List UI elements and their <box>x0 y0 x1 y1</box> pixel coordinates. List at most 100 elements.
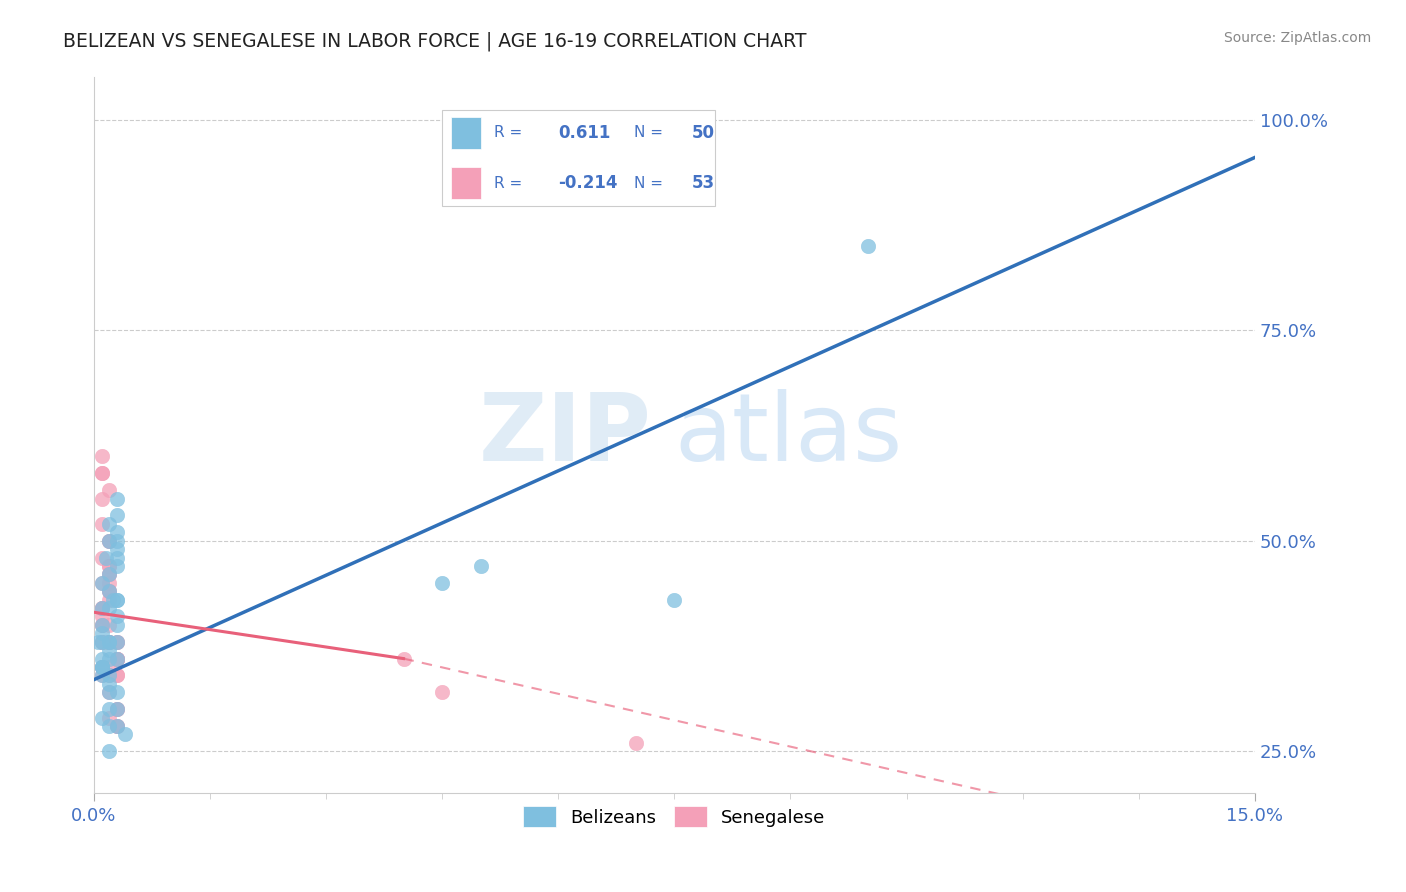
Point <box>90 634 112 648</box>
Point <box>105 719 128 733</box>
Point <box>98 710 121 724</box>
Point <box>98 668 121 682</box>
Point <box>105 558 128 573</box>
Point <box>114 727 136 741</box>
Point <box>90 601 112 615</box>
Bar <box>451 117 481 149</box>
Point <box>105 618 128 632</box>
Text: R =: R = <box>495 126 523 140</box>
Point <box>90 450 112 464</box>
Point <box>105 702 128 716</box>
Point <box>432 575 454 590</box>
Text: atlas: atlas <box>675 390 903 482</box>
Point <box>98 567 121 582</box>
Point <box>432 685 454 699</box>
Text: 50: 50 <box>692 124 714 142</box>
Point <box>98 634 121 648</box>
FancyBboxPatch shape <box>443 110 716 206</box>
Point <box>98 592 121 607</box>
Point <box>98 668 121 682</box>
Point <box>98 584 121 599</box>
Point <box>105 508 128 523</box>
Point <box>98 660 121 674</box>
Point <box>90 467 112 481</box>
Point <box>105 702 128 716</box>
Point <box>98 558 121 573</box>
Point <box>105 651 128 665</box>
Point <box>105 542 128 557</box>
Legend: Belizeans, Senegalese: Belizeans, Senegalese <box>516 799 832 834</box>
Point <box>90 710 112 724</box>
Point <box>90 609 112 624</box>
Point <box>98 719 121 733</box>
Point <box>105 634 128 648</box>
Point <box>98 483 121 497</box>
Point <box>90 660 112 674</box>
Point <box>105 525 128 540</box>
Point <box>624 736 647 750</box>
Point <box>90 660 112 674</box>
Point <box>90 660 112 674</box>
Point <box>392 651 415 665</box>
Point <box>98 702 121 716</box>
Text: BELIZEAN VS SENEGALESE IN LABOR FORCE | AGE 16-19 CORRELATION CHART: BELIZEAN VS SENEGALESE IN LABOR FORCE | … <box>63 31 807 51</box>
Point <box>105 651 128 665</box>
Point <box>98 634 121 648</box>
Point <box>90 634 112 648</box>
Bar <box>451 167 481 199</box>
Point <box>90 575 112 590</box>
Point <box>98 643 121 657</box>
Point <box>90 660 112 674</box>
Point <box>98 533 121 548</box>
Point <box>90 660 112 674</box>
Point <box>90 668 112 682</box>
Point <box>98 685 121 699</box>
Point <box>90 626 112 640</box>
Point <box>98 744 121 758</box>
Point <box>90 618 112 632</box>
Point <box>98 651 121 665</box>
Point <box>98 677 121 691</box>
Point <box>98 584 121 599</box>
Point <box>90 575 112 590</box>
Text: ZIP: ZIP <box>478 390 651 482</box>
Text: -0.214: -0.214 <box>558 174 617 192</box>
Point <box>98 601 121 615</box>
Text: 0.611: 0.611 <box>558 124 610 142</box>
Point <box>105 634 128 648</box>
Point <box>105 719 128 733</box>
Point <box>105 668 128 682</box>
Point <box>90 601 112 615</box>
Point <box>105 592 128 607</box>
Point <box>105 634 128 648</box>
Point <box>98 584 121 599</box>
Point <box>98 533 121 548</box>
Point <box>98 634 121 648</box>
Point <box>90 601 112 615</box>
Point <box>98 516 121 531</box>
Point <box>90 618 112 632</box>
Point <box>90 618 112 632</box>
Point <box>664 592 686 607</box>
Text: 53: 53 <box>692 174 714 192</box>
Point <box>105 668 128 682</box>
Point <box>90 651 112 665</box>
Point <box>105 719 128 733</box>
Point <box>90 668 112 682</box>
Point <box>98 567 121 582</box>
Point <box>98 634 121 648</box>
Point <box>105 651 128 665</box>
Text: R =: R = <box>495 176 523 191</box>
Point <box>98 685 121 699</box>
Point <box>105 491 128 506</box>
Point <box>105 592 128 607</box>
Point <box>94 550 117 565</box>
Point <box>90 516 112 531</box>
Point <box>105 702 128 716</box>
Point <box>98 618 121 632</box>
Point <box>98 634 121 648</box>
Point <box>856 239 879 253</box>
Point <box>105 651 128 665</box>
Point <box>105 651 128 665</box>
Point <box>98 558 121 573</box>
